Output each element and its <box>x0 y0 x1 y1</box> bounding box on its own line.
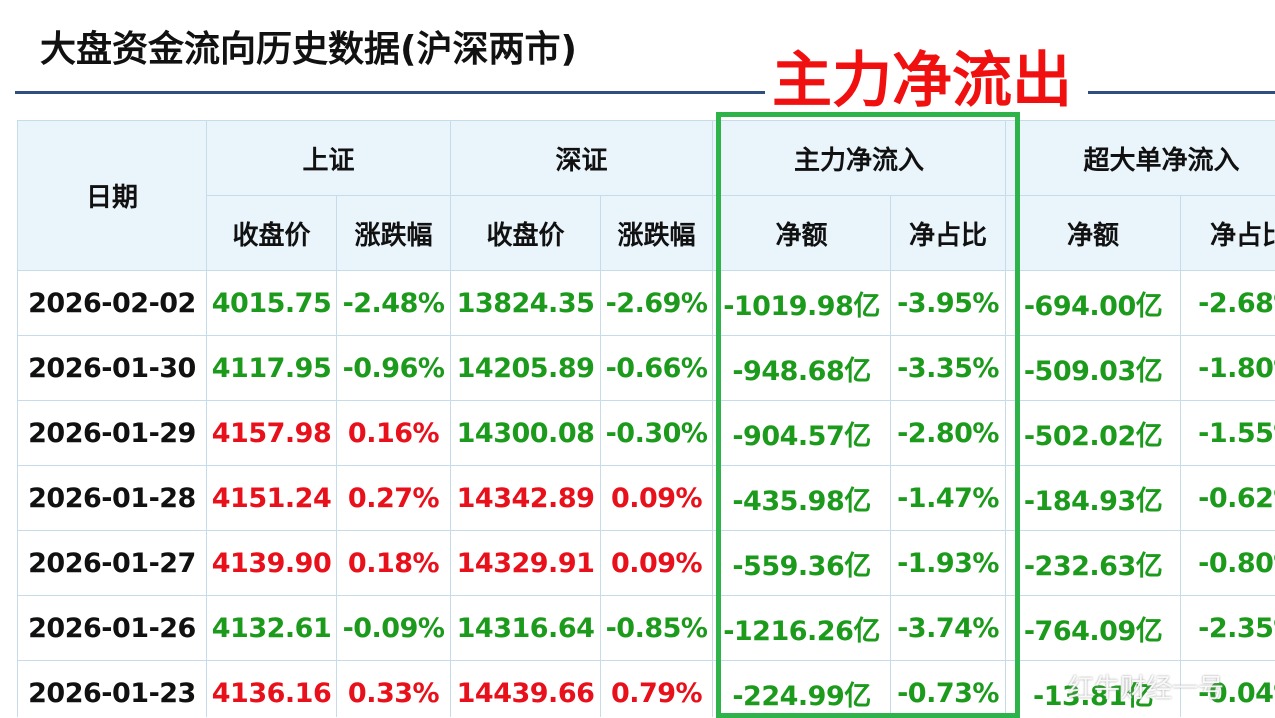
cell: 2026-01-30 <box>18 336 207 401</box>
cell: 0.09% <box>601 531 713 596</box>
cell: -0.96% <box>337 336 451 401</box>
cell: 14316.64 <box>451 596 601 661</box>
cell: 2026-01-27 <box>18 531 207 596</box>
cell: 4132.61 <box>207 596 337 661</box>
sub-header: 净占比 <box>1181 196 1275 271</box>
cell: 4117.95 <box>207 336 337 401</box>
cell: -1.80% <box>1181 336 1275 401</box>
sub-header: 净额 <box>1006 196 1181 271</box>
cell: 2026-01-26 <box>18 596 207 661</box>
cell: 14439.66 <box>451 661 601 718</box>
cell: 2026-01-23 <box>18 661 207 718</box>
header-row: 日期上证深证主力净流入超大单净流入 <box>18 121 1275 196</box>
cell: -2.48% <box>337 271 451 336</box>
cell: -694.00亿 <box>1006 271 1181 336</box>
cell: -502.02亿 <box>1006 401 1181 466</box>
cell: -0.66% <box>601 336 713 401</box>
cell: -764.09亿 <box>1006 596 1181 661</box>
sub-header: 涨跌幅 <box>601 196 713 271</box>
cell: 14329.91 <box>451 531 601 596</box>
cell: 2026-02-02 <box>18 271 207 336</box>
highlight-box <box>716 112 1020 718</box>
data-table: 日期上证深证主力净流入超大单净流入收盘价涨跌幅收盘价涨跌幅净额净占比净额净占比2… <box>17 120 1275 717</box>
cell: -1.55% <box>1181 401 1275 466</box>
sub-header: 涨跌幅 <box>337 196 451 271</box>
title: 大盘资金流向历史数据(沪深两市) <box>40 20 577 72</box>
cell: -232.63亿 <box>1006 531 1181 596</box>
cell: 14205.89 <box>451 336 601 401</box>
cell: -0.62% <box>1181 466 1275 531</box>
cell: 4157.98 <box>207 401 337 466</box>
cell: 2026-01-29 <box>18 401 207 466</box>
cell: 0.16% <box>337 401 451 466</box>
cell: 0.79% <box>601 661 713 718</box>
cell: 4151.24 <box>207 466 337 531</box>
group-header: 深证 <box>451 121 713 196</box>
sub-header: 收盘价 <box>451 196 601 271</box>
cell: 14342.89 <box>451 466 601 531</box>
cell: 0.09% <box>601 466 713 531</box>
sub-header: 收盘价 <box>207 196 337 271</box>
rule <box>1088 91 1275 94</box>
cell: 4139.90 <box>207 531 337 596</box>
cell: -0.85% <box>601 596 713 661</box>
rule <box>15 91 765 94</box>
cell: 14300.08 <box>451 401 601 466</box>
cell: 4136.16 <box>207 661 337 718</box>
cell: -0.30% <box>601 401 713 466</box>
group-header: 上证 <box>207 121 451 196</box>
cell: 4015.75 <box>207 271 337 336</box>
group-header: 超大单净流入 <box>1006 121 1275 196</box>
cell: 13824.35 <box>451 271 601 336</box>
cell: -2.35% <box>1181 596 1275 661</box>
table-container: 日期上证深证主力净流入超大单净流入收盘价涨跌幅收盘价涨跌幅净额净占比净额净占比2… <box>17 120 1275 717</box>
cell: 0.33% <box>337 661 451 718</box>
cell: 0.27% <box>337 466 451 531</box>
cell: -509.03亿 <box>1006 336 1181 401</box>
cell: -2.68% <box>1181 271 1275 336</box>
cell: 0.18% <box>337 531 451 596</box>
cell: -184.93亿 <box>1006 466 1181 531</box>
watermark: 红牛财经一号 <box>1068 668 1224 705</box>
cell: -0.09% <box>337 596 451 661</box>
cell: -0.80% <box>1181 531 1275 596</box>
subheader-row: 收盘价涨跌幅收盘价涨跌幅净额净占比净额净占比 <box>18 196 1275 271</box>
cell: -2.69% <box>601 271 713 336</box>
group-header: 日期 <box>18 121 207 271</box>
annotation: 主力净流出 <box>772 32 1072 119</box>
cell: 2026-01-28 <box>18 466 207 531</box>
